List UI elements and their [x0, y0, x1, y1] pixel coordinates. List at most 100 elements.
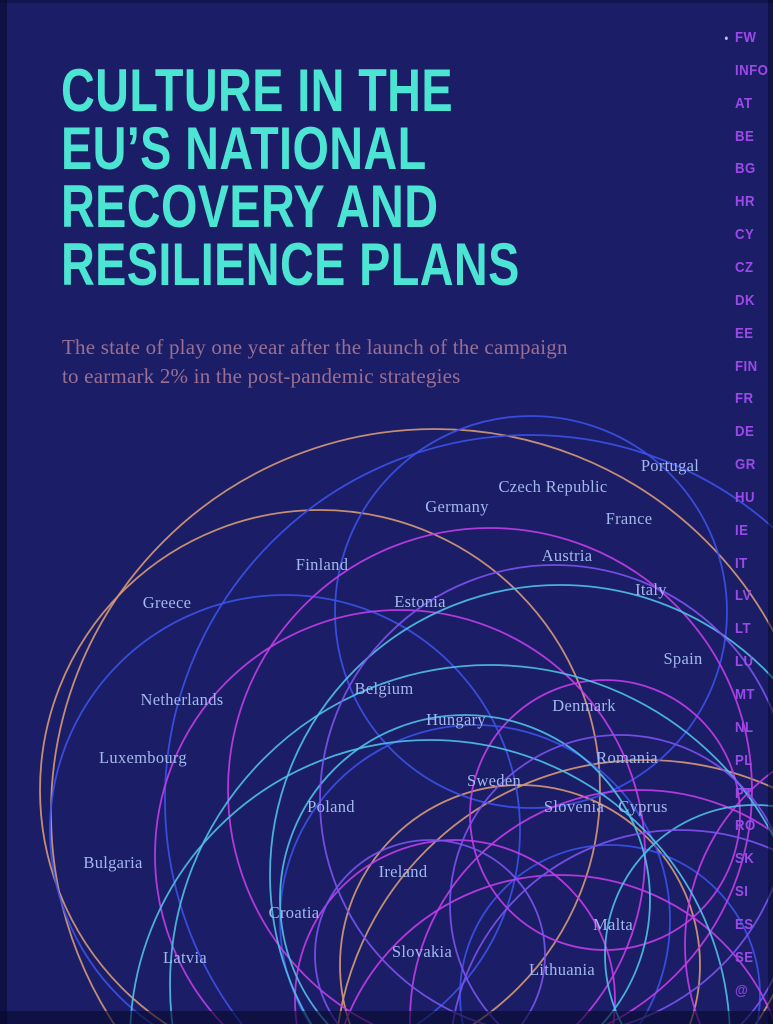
sidebar-item-si[interactable]: SI [735, 883, 748, 901]
country-label-belgium: Belgium [354, 679, 414, 698]
subtitle-line-2: to earmark 2% in the post-pandemic strat… [62, 364, 461, 388]
country-label-cyprus: Cyprus [618, 797, 668, 816]
country-label-luxembourg: Luxembourg [99, 748, 187, 767]
circle-cyan-20 [269, 584, 773, 1024]
circle-magenta-16 [684, 770, 773, 1024]
sidebar-item-pt[interactable]: PT [735, 785, 753, 803]
sidebar-item-label: NL [735, 718, 754, 736]
page-subtitle: The state of play one year after the lau… [62, 333, 568, 391]
circle-violet-23 [451, 829, 773, 1024]
sidebar-item-at[interactable]: AT [735, 95, 753, 113]
sidebar-item-label: DK [735, 291, 755, 309]
title-line-2: EU’S NATIONAL [61, 115, 427, 182]
circle-blue-6 [334, 415, 728, 809]
country-label-italy: Italy [635, 580, 667, 599]
circle-violet-25 [319, 564, 773, 1024]
sidebar-item-gr[interactable]: GR [735, 456, 756, 474]
title-line-4: RESILIENCE PLANS [61, 231, 520, 298]
sidebar-item-label: INFO [735, 61, 769, 79]
sidebar-item-info[interactable]: INFO [735, 62, 768, 80]
country-label-portugal: Portugal [640, 456, 700, 475]
sidebar-item-label: MT [735, 686, 755, 703]
sidebar-item-hu[interactable]: HU [735, 489, 755, 507]
sidebar-item-ie[interactable]: IE [735, 522, 748, 540]
sidebar-item-label: HR [735, 193, 755, 211]
circle-cyan-17 [169, 664, 773, 1024]
country-label-denmark: Denmark [552, 696, 616, 715]
country-label-czech-republic: Czech Republic [498, 477, 608, 496]
country-code-sidebar: • FW INFO AT BE BG HR CY CZ DK EE FIN FR DE GR HU IE IT LV… [724, 29, 773, 1009]
country-label-estonia: Estonia [394, 592, 446, 611]
sidebar-item-label: SI [735, 883, 749, 901]
country-label-finland: Finland [295, 555, 349, 574]
sidebar-item-label: BE [735, 127, 755, 145]
sidebar-item-sk[interactable]: SK [735, 850, 754, 868]
sidebar-item-dk[interactable]: DK [735, 292, 755, 310]
sidebar-item-ee[interactable]: EE [735, 325, 753, 343]
sidebar-item-mt[interactable]: MT [735, 686, 755, 704]
title-line-3: RECOVERY AND [61, 173, 439, 240]
circle-cyan-19 [604, 804, 773, 1024]
country-label-greece: Greece [142, 593, 192, 612]
title-line-1: CULTURE IN THE [61, 57, 453, 124]
country-label-ireland: Ireland [378, 862, 428, 881]
sidebar-item-cz[interactable]: CZ [735, 259, 753, 277]
sidebar-item-fin[interactable]: FIN [735, 358, 758, 376]
country-label-malta: Malta [593, 915, 633, 934]
country-label-slovakia: Slovakia [391, 942, 453, 961]
sidebar-item-lu[interactable]: LU [735, 653, 753, 671]
sidebar-item-label: LV [735, 587, 752, 605]
sidebar-item-label: PL [735, 751, 753, 769]
circle-salmon-3 [337, 759, 773, 1024]
sidebar-item-ro[interactable]: RO [735, 817, 756, 835]
circle-magenta-15 [343, 874, 773, 1024]
sidebar-item-label: SK [735, 850, 755, 868]
sidebar-item-fr[interactable]: FR [735, 390, 753, 408]
sidebar-item-label: IE [735, 521, 749, 539]
circle-cyan-21 [279, 714, 651, 1024]
country-label-germany: Germany [425, 497, 489, 516]
circle-blue-5 [164, 434, 773, 1024]
country-label-romania: Romania [596, 748, 658, 767]
sidebar-item-label: AT [735, 94, 753, 112]
sidebar-item-label: CZ [735, 258, 754, 276]
sidebar-item-bg[interactable]: BG [735, 160, 756, 178]
sidebar-item-lt[interactable]: LT [735, 620, 751, 638]
sidebar-item-de[interactable]: DE [735, 423, 754, 441]
sidebar-item-label: ES [735, 915, 754, 933]
country-label-croatia: Croatia [268, 903, 320, 922]
sidebar-item-label: DE [735, 423, 755, 441]
subtitle-line-1: The state of play one year after the lau… [62, 335, 568, 359]
sidebar-item-label: PT [735, 784, 753, 802]
sidebar-item-label: SE [735, 948, 754, 966]
active-item-dot-icon: • [724, 31, 729, 45]
sidebar-item-hr[interactable]: HR [735, 193, 755, 211]
sidebar-item-it[interactable]: IT [735, 555, 748, 573]
sidebar-item-cy[interactable]: CY [735, 226, 754, 244]
sidebar-item-at-symbol[interactable]: @ [735, 982, 748, 1000]
country-label-sweden: Sweden [466, 771, 522, 790]
sidebar-item-pl[interactable]: PL [735, 752, 753, 770]
country-label-spain: Spain [663, 649, 703, 668]
sidebar-item-label: RO [735, 817, 756, 835]
sidebar-item-se[interactable]: SE [735, 949, 753, 967]
sidebar-item-es[interactable]: ES [735, 916, 753, 934]
country-label-netherlands: Netherlands [140, 690, 224, 709]
sidebar-item-label: LU [735, 653, 754, 671]
sidebar-item-label: FW [735, 29, 757, 46]
sidebar-item-fw[interactable]: • FW [724, 29, 757, 47]
sidebar-item-label: CY [735, 226, 755, 244]
sidebar-item-lv[interactable]: LV [735, 587, 752, 605]
sidebar-item-label: GR [735, 456, 756, 474]
circle-violet-24 [314, 839, 546, 1024]
sidebar-item-nl[interactable]: NL [735, 719, 753, 737]
circle-blue-7 [49, 594, 521, 1024]
sidebar-item-label: BG [735, 160, 756, 178]
country-label-hungary: Hungary [426, 710, 486, 729]
sidebar-item-label: @ [735, 981, 749, 999]
country-label-lithuania: Lithuania [529, 960, 595, 979]
sidebar-item-label: EE [735, 324, 754, 342]
sidebar-item-be[interactable]: BE [735, 128, 754, 146]
circle-salmon-4 [339, 784, 701, 1024]
